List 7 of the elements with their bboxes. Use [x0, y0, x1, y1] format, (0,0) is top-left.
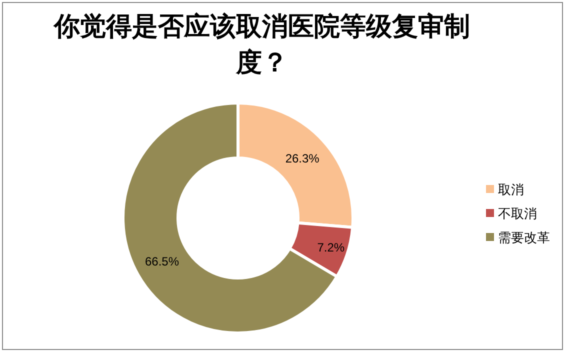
legend-label: 需要改革 — [498, 230, 550, 245]
legend-label: 取消 — [498, 182, 524, 197]
chart-title: 你觉得是否应该取消医院等级复审制度？ — [52, 10, 471, 79]
data-label: 7.2% — [317, 240, 345, 255]
data-label: 66.5% — [144, 254, 180, 268]
data-label: 26.3% — [285, 152, 320, 166]
legend-label: 不取消 — [498, 206, 537, 221]
